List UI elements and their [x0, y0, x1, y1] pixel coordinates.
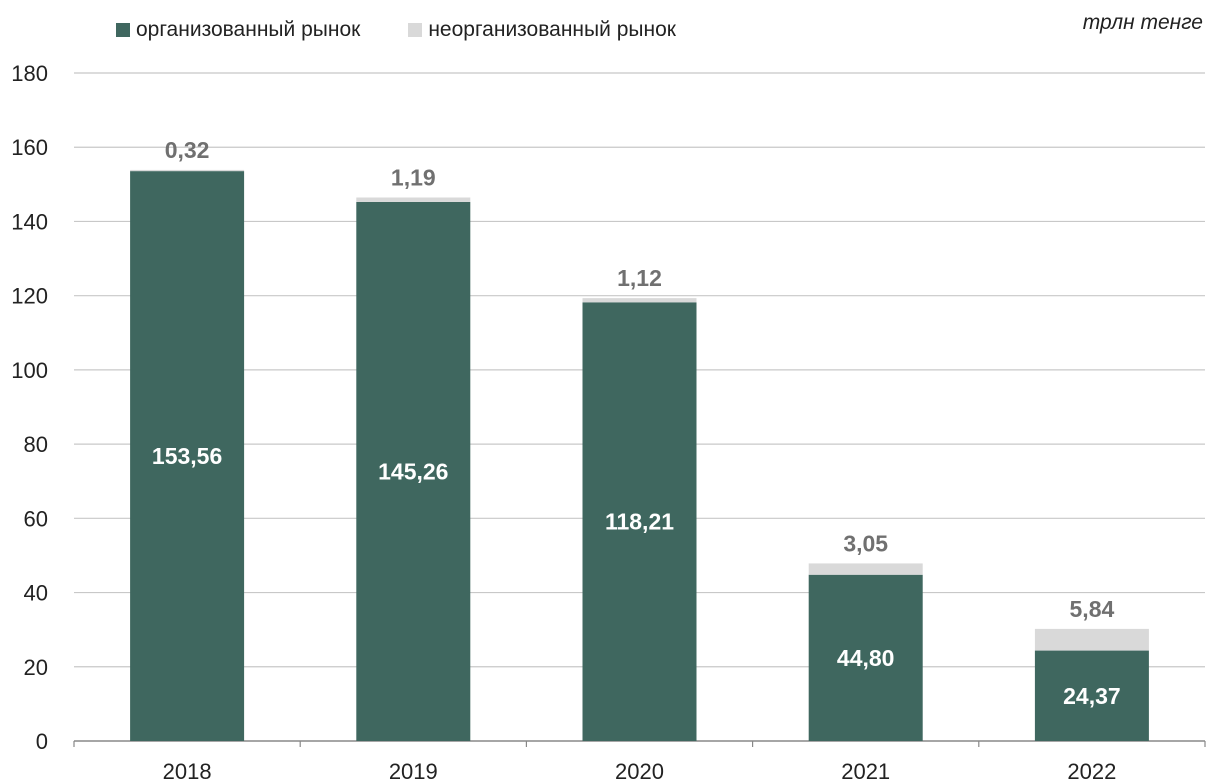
- y-tick-label: 40: [24, 581, 48, 606]
- y-tick-label: 120: [11, 284, 48, 309]
- y-tick-label: 160: [11, 135, 48, 160]
- y-tick-label: 0: [36, 729, 48, 754]
- x-tick-label: 2019: [389, 759, 438, 782]
- data-label-organized: 145,26: [378, 458, 448, 484]
- legend-label-organized: организованный рынок: [136, 18, 361, 41]
- bar-organized: [808, 574, 923, 741]
- x-tick-label: 2021: [841, 759, 890, 782]
- data-label-unorganized: 1,12: [617, 265, 662, 291]
- bar-unorganized: [582, 298, 697, 303]
- bar-organized: [1034, 650, 1149, 741]
- legend-item-unorganized: неорганизованный рынок: [408, 18, 676, 42]
- bar-unorganized: [808, 563, 923, 575]
- y-tick-label: 140: [11, 209, 48, 234]
- data-label-unorganized: 1,19: [391, 165, 436, 191]
- y-tick-label: 80: [24, 432, 48, 457]
- data-label-unorganized: 0,32: [165, 137, 210, 163]
- unit-label: трлн тенге: [1082, 11, 1203, 34]
- bar-organized: [582, 302, 697, 741]
- x-tick-label: 2018: [163, 759, 212, 782]
- data-label-organized: 118,21: [605, 509, 674, 535]
- data-label-organized: 24,37: [1063, 683, 1121, 709]
- legend-swatch-organized: [116, 23, 130, 37]
- data-label-organized: 44,80: [837, 645, 895, 671]
- data-label-organized: 153,56: [152, 443, 222, 469]
- y-tick-label: 20: [24, 655, 48, 680]
- x-tick-label: 2022: [1067, 759, 1116, 782]
- x-tick-label: 2020: [615, 759, 664, 782]
- bar-organized: [130, 171, 245, 742]
- data-label-unorganized: 5,84: [1070, 596, 1115, 622]
- bar-organized: [356, 201, 471, 741]
- y-tick-label: 180: [11, 61, 48, 86]
- data-label-unorganized: 3,05: [843, 530, 888, 556]
- y-tick-label: 100: [11, 358, 48, 383]
- legend: организованный рынок неорганизованный ры…: [116, 18, 724, 42]
- bar-unorganized: [1034, 628, 1149, 651]
- legend-swatch-unorganized: [408, 23, 423, 37]
- y-tick-label: 60: [24, 506, 48, 531]
- legend-label-unorganized: неорганизованный рынок: [428, 18, 676, 41]
- bar-unorganized: [130, 169, 245, 172]
- bar-unorganized: [356, 197, 471, 202]
- legend-item-organized: организованный рынок: [116, 18, 360, 42]
